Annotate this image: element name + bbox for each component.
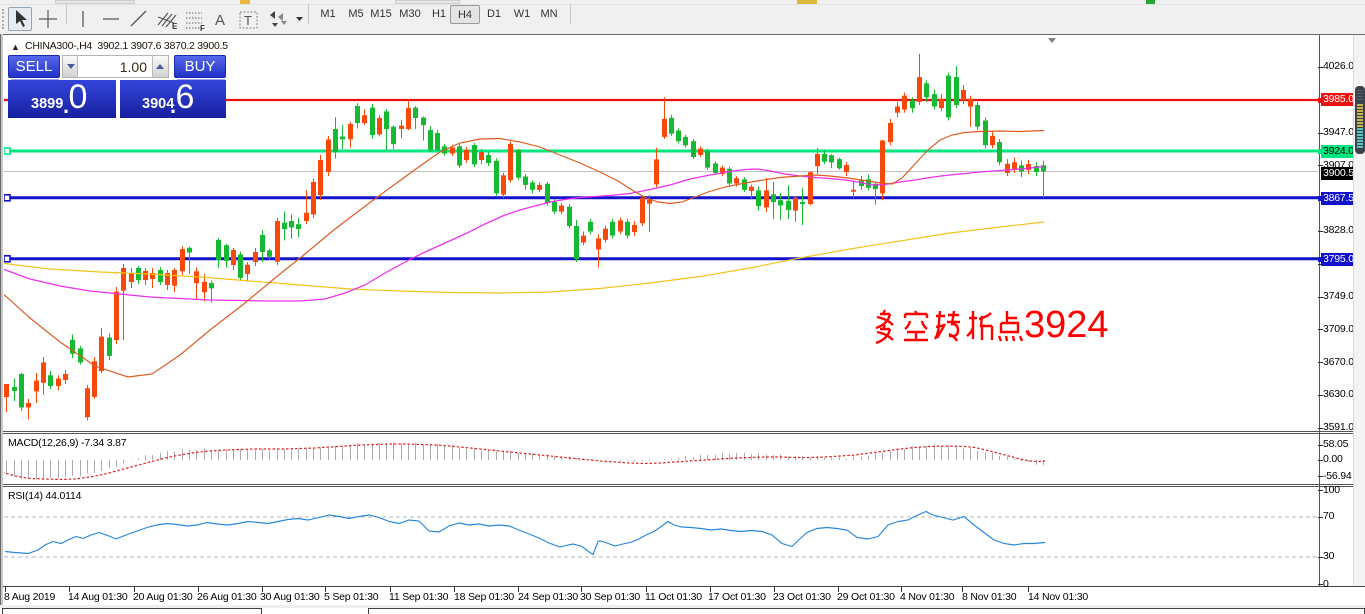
svg-text:3924: 3924 — [1024, 304, 1109, 346]
svg-text:T: T — [244, 13, 252, 28]
svg-text:A: A — [215, 12, 225, 29]
svg-text:F: F — [200, 24, 205, 33]
svg-text:E: E — [172, 22, 178, 31]
